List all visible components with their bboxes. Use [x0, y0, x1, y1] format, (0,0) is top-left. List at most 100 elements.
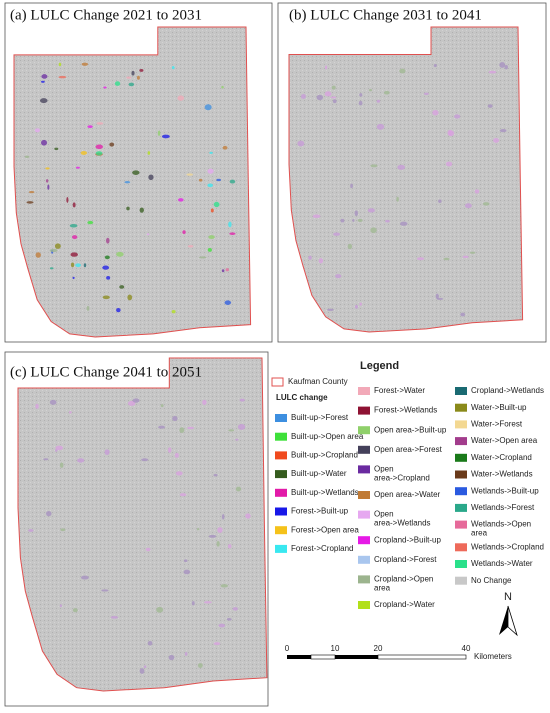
legend-label: Forest->Built-up	[291, 507, 349, 516]
change-patch	[127, 400, 136, 406]
change-patch	[109, 142, 115, 147]
change-patch	[83, 263, 87, 268]
change-patch	[43, 458, 49, 461]
change-patch	[81, 62, 89, 66]
county-map	[14, 27, 251, 337]
legend-swatch	[275, 507, 287, 516]
change-patch	[40, 98, 48, 104]
panel-title: (c) LULC Change 2041 to 2051	[10, 364, 202, 380]
change-patch	[368, 88, 373, 92]
legend-swatch	[275, 544, 287, 553]
change-patch	[72, 608, 78, 613]
change-patch	[191, 601, 195, 606]
change-patch	[445, 161, 453, 167]
legend-swatch	[358, 491, 370, 499]
legend-label: Open area->Water	[374, 490, 441, 499]
change-patch	[102, 265, 110, 270]
change-patch	[213, 201, 220, 208]
change-patch	[325, 65, 328, 70]
legend-label: Water->Built-up	[471, 403, 527, 412]
change-patch	[147, 151, 151, 155]
legend: Built-up->Forest Built-up->Open area Built…	[275, 386, 544, 609]
change-patch	[207, 183, 214, 188]
change-patch	[86, 305, 90, 311]
legend-label: Water->Open area	[471, 436, 538, 445]
change-patch	[55, 449, 58, 452]
legend-swatch	[358, 601, 370, 609]
change-patch	[438, 199, 442, 203]
change-patch	[333, 232, 340, 236]
change-patch	[300, 93, 306, 100]
change-patch	[54, 147, 59, 151]
change-patch	[447, 129, 453, 136]
change-patch	[326, 308, 334, 311]
change-patch	[158, 425, 166, 429]
change-patch	[335, 274, 342, 279]
legend-swatch	[358, 510, 370, 519]
change-patch	[213, 473, 218, 477]
change-patch	[221, 269, 225, 273]
legend-swatch	[275, 488, 287, 497]
legend-label: No Change	[471, 576, 512, 585]
legend-group-title: LULC change	[276, 393, 328, 402]
change-patch	[183, 569, 191, 575]
change-patch	[157, 130, 161, 136]
change-patch	[376, 99, 381, 103]
change-patch	[95, 144, 103, 150]
county-map	[18, 358, 267, 691]
scale-label: 40	[462, 644, 471, 653]
maps	[13, 26, 524, 692]
change-patch	[237, 423, 246, 430]
change-patch	[75, 166, 80, 169]
change-patch	[126, 76, 132, 79]
change-patch	[116, 308, 121, 313]
panel-frame	[4, 351, 269, 707]
change-patch	[116, 251, 124, 257]
change-patch	[70, 252, 78, 257]
change-patch	[26, 201, 34, 204]
legend-swatch	[275, 526, 287, 535]
change-patch	[49, 248, 58, 253]
change-patch	[297, 140, 305, 147]
change-patch	[209, 151, 213, 154]
change-patch	[340, 218, 345, 223]
panel-frame	[4, 2, 273, 343]
change-patch	[432, 109, 439, 116]
change-patch	[385, 219, 390, 223]
scale-bar	[287, 654, 467, 660]
legend-label: Wetlands->Open area	[471, 520, 531, 538]
scale-label: 0	[285, 644, 290, 653]
legend-swatch	[275, 451, 287, 460]
legend-swatch	[358, 536, 370, 545]
legend-label: Water->Cropland	[471, 453, 532, 462]
change-patch	[493, 138, 500, 143]
legend-label: Forest->Open area	[291, 525, 359, 534]
change-patch	[312, 214, 321, 219]
legend-label: Open area->Forest	[374, 445, 443, 454]
change-patch	[208, 235, 215, 240]
change-patch	[400, 221, 408, 226]
legend-swatch	[358, 406, 370, 415]
change-patch	[222, 145, 228, 150]
county-boundary	[17, 357, 268, 692]
change-patch	[167, 447, 172, 453]
change-patch	[504, 65, 508, 70]
change-patch	[347, 243, 353, 250]
change-patch	[224, 300, 232, 305]
change-patch	[227, 544, 232, 549]
change-patch	[127, 294, 133, 301]
change-patch	[103, 86, 107, 89]
legend-title: Legend	[360, 360, 399, 372]
legend-label: Cropland->Built-up	[374, 535, 441, 544]
legend-swatch	[455, 487, 467, 496]
change-patch	[141, 458, 149, 462]
change-patch	[332, 99, 337, 104]
change-patch	[168, 654, 175, 661]
change-patch	[228, 221, 232, 228]
change-patch	[126, 206, 130, 211]
change-patch	[376, 123, 385, 130]
legend-label: Open area->Built-up	[374, 425, 447, 434]
change-patch	[196, 527, 200, 531]
change-patch	[139, 207, 144, 213]
legend-swatch	[455, 520, 467, 529]
